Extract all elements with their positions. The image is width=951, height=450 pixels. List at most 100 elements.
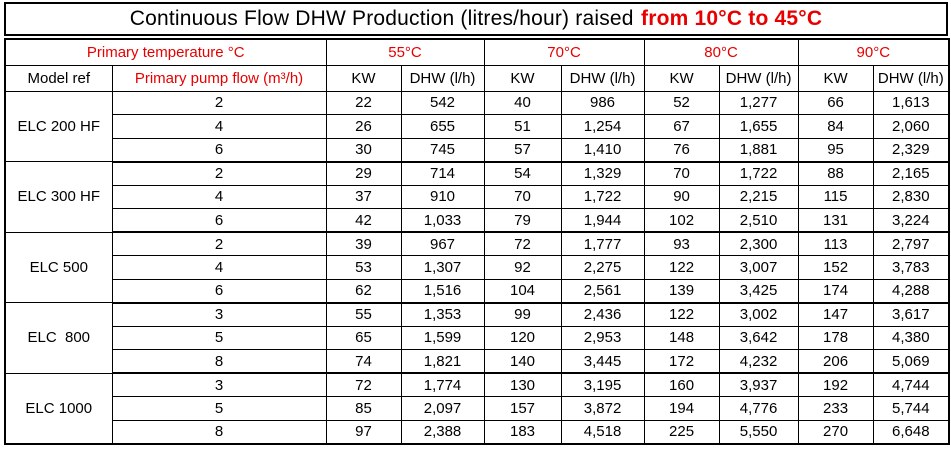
table-row: 8 97 2,388 183 4,518 225 5,550 270 6,648 <box>5 419 950 445</box>
kw-value-cell: 72 <box>483 231 562 256</box>
kw-value-cell: 55 <box>325 302 402 327</box>
kw-value-cell: 29 <box>325 161 402 186</box>
kw-value-cell: 66 <box>797 90 874 115</box>
model-ref-header: Model ref <box>4 64 113 92</box>
kw-value-cell: 70 <box>643 161 720 186</box>
kw-value-cell: 183 <box>483 419 562 445</box>
kw-value-cell: 84 <box>797 114 874 139</box>
kw-value-cell: 85 <box>325 396 402 421</box>
table-row: 8 74 1,821 140 3,445 172 4,232 206 5,069 <box>5 349 950 374</box>
kw-value-cell: 22 <box>325 90 402 115</box>
temp-80-header: 80°C <box>643 38 799 66</box>
table-row: ELC 1000 3 72 1,774 130 3,195 160 3,937 192 4,744 <box>4 372 950 444</box>
kw-value-cell: 178 <box>797 325 874 350</box>
dhw-value-cell: 2,797 <box>872 231 950 256</box>
kw-value-cell: 37 <box>325 184 402 209</box>
kw-value-cell: 172 <box>643 349 720 374</box>
kw-value-cell: 88 <box>797 161 874 186</box>
pump-flow-cell: 6 <box>111 137 327 163</box>
table-title: Continuous Flow DHW Production (litres/h… <box>4 2 948 36</box>
dhw-value-cell: 4,380 <box>872 325 950 350</box>
kw-value-cell: 122 <box>643 302 720 327</box>
kw-value-cell: 130 <box>483 372 562 397</box>
dhw-value-cell: 2,953 <box>560 325 645 350</box>
table-row: ELC 800 3 55 1,353 99 2,436 122 3,002 147 3,617 <box>4 302 950 374</box>
dhw-value-cell: 1,774 <box>400 372 485 397</box>
kw-value-cell: 270 <box>797 419 874 445</box>
kw-value-cell: 93 <box>643 231 720 256</box>
kw-value-cell: 148 <box>643 325 720 350</box>
kw-value-cell: 26 <box>325 114 402 139</box>
dhw-value-cell: 2,275 <box>560 255 645 280</box>
table-row: ELC 300 HF 2 29 714 54 1,329 70 1,722 88 2,165 <box>4 161 950 233</box>
dhw-value-cell: 1,277 <box>718 90 799 115</box>
kw-value-cell: 62 <box>325 278 402 304</box>
dhw-value-cell: 3,425 <box>718 278 799 304</box>
dhw-value-cell: 2,060 <box>872 114 950 139</box>
kw-value-cell: 152 <box>797 255 874 280</box>
dhw-value-cell: 1,516 <box>400 278 485 304</box>
kw-value-cell: 54 <box>483 161 562 186</box>
kw-value-cell: 72 <box>325 372 402 397</box>
kw-value-cell: 65 <box>325 325 402 350</box>
kw-value-cell: 95 <box>797 137 874 163</box>
kw-value-cell: 76 <box>643 137 720 163</box>
dhw-value-cell: 2,510 <box>718 208 799 233</box>
kw-value-cell: 122 <box>643 255 720 280</box>
dhw-value-cell: 1,881 <box>718 137 799 163</box>
dhw-value-cell: 2,165 <box>872 161 950 186</box>
dhw-value-cell: 2,097 <box>400 396 485 421</box>
dhw-value-cell: 2,436 <box>560 302 645 327</box>
temp-55-header: 55°C <box>325 38 485 66</box>
dhw-value-cell: 1,722 <box>718 161 799 186</box>
dhw-value-cell: 5,744 <box>872 396 950 421</box>
dhw-value-cell: 1,307 <box>400 255 485 280</box>
table-row: 6 30 745 57 1,410 76 1,881 95 2,329 <box>5 137 950 163</box>
table-title-black: Continuous Flow DHW Production (litres/h… <box>129 7 634 30</box>
dhw-value-cell: 1,353 <box>400 302 485 327</box>
pump-flow-cell: 3 <box>111 302 327 327</box>
kw-value-cell: 40 <box>483 90 562 115</box>
table-row: 4 26 655 51 1,254 67 1,655 84 2,060 <box>5 114 950 139</box>
kw-header-70: KW <box>483 64 562 92</box>
kw-value-cell: 157 <box>483 396 562 421</box>
dhw-header-55: DHW (l/h) <box>400 64 485 92</box>
kw-value-cell: 30 <box>325 137 402 163</box>
dhw-value-cell: 1,722 <box>560 184 645 209</box>
pump-flow-cell: 6 <box>111 208 327 233</box>
table-row: 6 42 1,033 79 1,944 102 2,510 131 3,224 <box>5 208 950 233</box>
kw-header-55: KW <box>325 64 402 92</box>
dhw-value-cell: 4,288 <box>872 278 950 304</box>
dhw-value-cell: 1,655 <box>718 114 799 139</box>
dhw-value-cell: 3,445 <box>560 349 645 374</box>
table-row: 4 53 1,307 92 2,275 122 3,007 152 3,783 <box>5 255 950 280</box>
pump-flow-header: Primary pump flow (m³/h) <box>111 64 327 92</box>
kw-value-cell: 160 <box>643 372 720 397</box>
pump-flow-cell: 2 <box>111 231 327 256</box>
dhw-value-cell: 3,002 <box>718 302 799 327</box>
dhw-value-cell: 2,561 <box>560 278 645 304</box>
kw-value-cell: 74 <box>325 349 402 374</box>
kw-value-cell: 206 <box>797 349 874 374</box>
kw-value-cell: 104 <box>483 278 562 304</box>
kw-value-cell: 233 <box>797 396 874 421</box>
dhw-value-cell: 1,944 <box>560 208 645 233</box>
dhw-value-cell: 4,744 <box>872 372 950 397</box>
kw-value-cell: 92 <box>483 255 562 280</box>
column-header-row: Model ref Primary pump flow (m³/h) KW DH… <box>4 64 950 92</box>
dhw-production-table: Primary temperature °C 55°C 70°C 80°C 90… <box>4 38 951 445</box>
dhw-value-cell: 2,329 <box>872 137 950 163</box>
primary-temperature-header: Primary temperature °C <box>4 38 327 66</box>
table-row: 6 62 1,516 104 2,561 139 3,425 174 4,288 <box>5 278 950 304</box>
temp-70-header: 70°C <box>483 38 645 66</box>
dhw-value-cell: 1,777 <box>560 231 645 256</box>
kw-value-cell: 192 <box>797 372 874 397</box>
dhw-value-cell: 1,254 <box>560 114 645 139</box>
dhw-value-cell: 986 <box>560 90 645 115</box>
dhw-value-cell: 3,617 <box>872 302 950 327</box>
pump-flow-cell: 5 <box>111 325 327 350</box>
kw-value-cell: 90 <box>643 184 720 209</box>
dhw-value-cell: 3,872 <box>560 396 645 421</box>
table-row: 5 65 1,599 120 2,953 148 3,642 178 4,380 <box>5 325 950 350</box>
dhw-header-80: DHW (l/h) <box>718 64 799 92</box>
